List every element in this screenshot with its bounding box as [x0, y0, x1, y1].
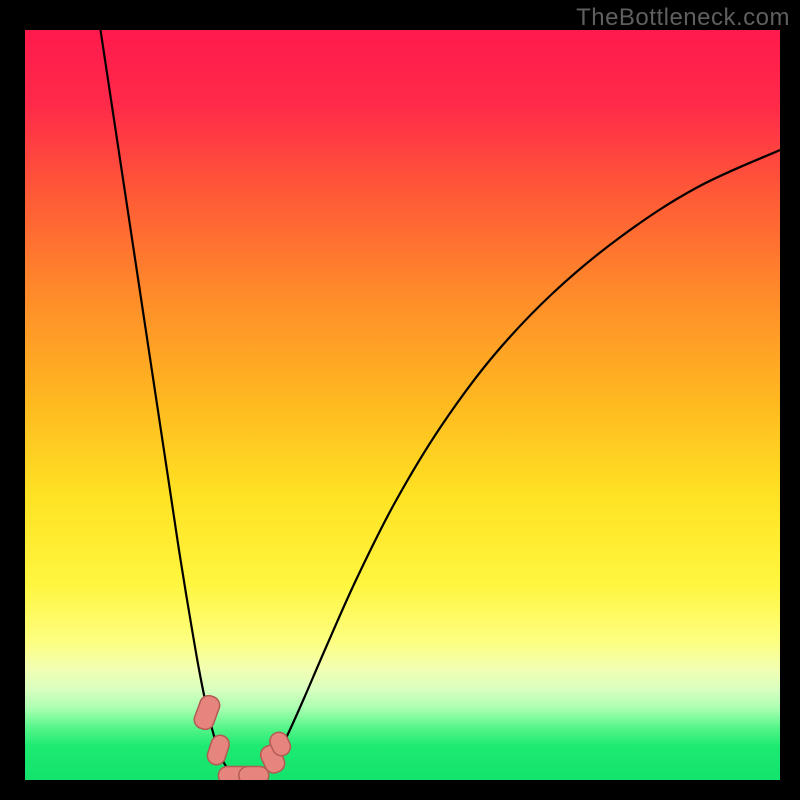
gradient-background	[25, 30, 780, 780]
chart-svg	[0, 0, 800, 800]
watermark-text: TheBottleneck.com	[576, 4, 790, 32]
